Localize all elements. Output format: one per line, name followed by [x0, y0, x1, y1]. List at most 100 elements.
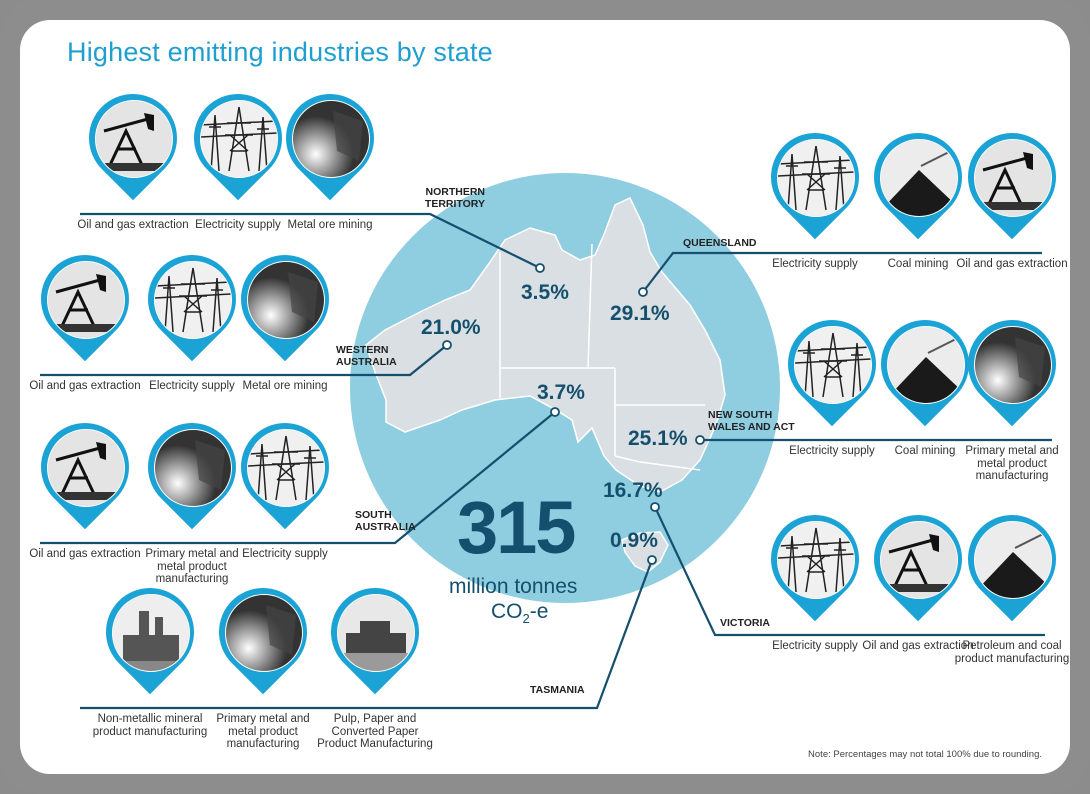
- oil-pump-icon: [47, 261, 125, 339]
- nt-percentage: 3.5%: [521, 281, 569, 304]
- vic-industry-label: Petroleum and coal product manufacturing: [954, 640, 1070, 665]
- oil-pump-icon: [95, 100, 173, 178]
- sa-industry-label: Primary metal and metal product manufact…: [145, 548, 239, 585]
- vic-location-dot: [650, 502, 660, 512]
- nsw-industry-pin: [862, 301, 988, 438]
- coal-pile-icon: [880, 139, 958, 217]
- co2-prefix: CO: [491, 600, 523, 623]
- power-pylon-icon: [777, 139, 855, 217]
- sa-location-dot: [550, 407, 560, 417]
- power-pylon-icon: [794, 326, 872, 404]
- state-name-line: QUEENSLAND: [683, 237, 757, 249]
- wa-location-dot: [442, 340, 452, 350]
- metal-icon: [974, 326, 1052, 404]
- co2-subscript: 2: [522, 611, 530, 627]
- oil-pump-icon: [47, 429, 125, 507]
- oil-pump-icon: [880, 521, 958, 599]
- nsw-industry-label: Coal mining: [894, 445, 956, 457]
- wa-industry-pin: [22, 236, 148, 373]
- sa-leader-line: [40, 411, 556, 545]
- sa-industry-pin: [222, 404, 348, 541]
- wa-percentage: 21.0%: [421, 316, 481, 339]
- vic-industry-pin: [855, 496, 981, 633]
- tas-industry-label: Pulp, Paper and Converted Paper Product …: [317, 713, 433, 750]
- coal-pile-icon: [887, 326, 965, 404]
- oil-pump-icon: [974, 139, 1052, 217]
- sa-industry-label: Electricity supply: [242, 548, 328, 560]
- qld-industry-pin: [752, 114, 878, 251]
- nt-state-label: NORTHERN TERRITORY: [425, 186, 485, 210]
- wa-industry-pin: [129, 236, 255, 373]
- qld-state-label: QUEENSLAND: [683, 237, 757, 249]
- state-name-line: AUSTRALIA: [336, 356, 397, 368]
- state-name-line: VICTORIA: [720, 617, 770, 629]
- state-border: [587, 243, 593, 369]
- tas-state-label: TASMANIA: [530, 684, 585, 696]
- qld-industry-label: Oil and gas extraction: [956, 258, 1068, 270]
- metal-icon: [292, 100, 370, 178]
- power-pylon-icon: [200, 100, 278, 178]
- power-pylon-icon: [777, 521, 855, 599]
- tasmania-island: [621, 531, 669, 573]
- nt-leader-line: [80, 212, 541, 269]
- page-title: Highest emitting industries by state: [67, 37, 493, 67]
- state-name-line: TASMANIA: [530, 684, 585, 696]
- wa-industry-pin: [222, 236, 348, 373]
- wa-state-label: WESTERN AUSTRALIA: [336, 344, 397, 368]
- nt-industry-label: Metal ore mining: [287, 219, 373, 231]
- qld-industry-pin: [855, 114, 981, 251]
- nt-industry-pin: [267, 75, 393, 212]
- sa-state-label: SOUTH AUSTRALIA: [355, 509, 416, 533]
- co2-label: CO2-e: [491, 600, 548, 626]
- tas-industry-label: Primary metal and metal product manufact…: [216, 713, 310, 750]
- cement-plant-icon: [112, 594, 190, 672]
- vic-state-label: VICTORIA: [720, 617, 770, 629]
- state-border: [614, 455, 701, 471]
- wa-leader-line: [40, 344, 448, 377]
- nsw-industry-label: Primary metal and metal product manufact…: [965, 445, 1059, 482]
- metal-icon: [247, 261, 325, 339]
- qld-industry-label: Coal mining: [887, 258, 949, 270]
- qld-industry-pin: [949, 114, 1070, 251]
- paper-mill-icon: [337, 594, 415, 672]
- coal-pile-icon: [974, 521, 1052, 599]
- nsw-percentage: 25.1%: [628, 427, 688, 450]
- total-emissions-unit: million tonnes: [449, 575, 578, 598]
- nt-industry-label: Electricity supply: [195, 219, 281, 231]
- state-name-line: NEW SOUTH: [708, 409, 773, 421]
- state-name-line: WALES AND ACT: [708, 421, 795, 433]
- vic-industry-pin: [949, 496, 1070, 633]
- nsw-location-dot: [695, 435, 705, 445]
- metal-icon: [154, 429, 232, 507]
- vic-percentage: 16.7%: [603, 479, 663, 502]
- qld-industry-label: Electricity supply: [772, 258, 858, 270]
- sa-percentage: 3.7%: [537, 381, 585, 404]
- vic-leader-line: [654, 506, 1045, 637]
- australia-mainland: [365, 197, 726, 493]
- metal-icon: [225, 594, 303, 672]
- rounding-note: Note: Percentages may not total 100% due…: [808, 749, 1042, 760]
- total-emissions-value: 315: [457, 486, 576, 569]
- sa-industry-pin: [129, 404, 255, 541]
- nsw-industry-pin: [949, 301, 1070, 438]
- state-name-line: NORTHERN: [425, 186, 486, 198]
- wa-industry-label: Metal ore mining: [242, 380, 328, 392]
- tas-industry-label: Non-metallic mineral product manufacturi…: [92, 713, 208, 738]
- vic-industry-pin: [752, 496, 878, 633]
- nt-industry-pin: [70, 75, 196, 212]
- sa-industry-label: Oil and gas extraction: [29, 548, 141, 560]
- nsw-industry-pin: [769, 301, 895, 438]
- tas-leader-line: [80, 559, 654, 710]
- state-name-line: TERRITORY: [424, 198, 485, 210]
- nt-location-dot: [535, 263, 545, 273]
- tas-industry-pin: [312, 569, 438, 706]
- state-name-line: SOUTH: [355, 509, 392, 521]
- qld-leader-line: [642, 251, 1042, 293]
- tas-location-dot: [647, 555, 657, 565]
- power-pylon-icon: [247, 429, 325, 507]
- vic-industry-label: Electricity supply: [772, 640, 858, 652]
- nsw-state-label: NEW SOUTH WALES AND ACT: [708, 409, 795, 433]
- power-pylon-icon: [154, 261, 232, 339]
- tas-industry-pin: [87, 569, 213, 706]
- nt-industry-label: Oil and gas extraction: [77, 219, 189, 231]
